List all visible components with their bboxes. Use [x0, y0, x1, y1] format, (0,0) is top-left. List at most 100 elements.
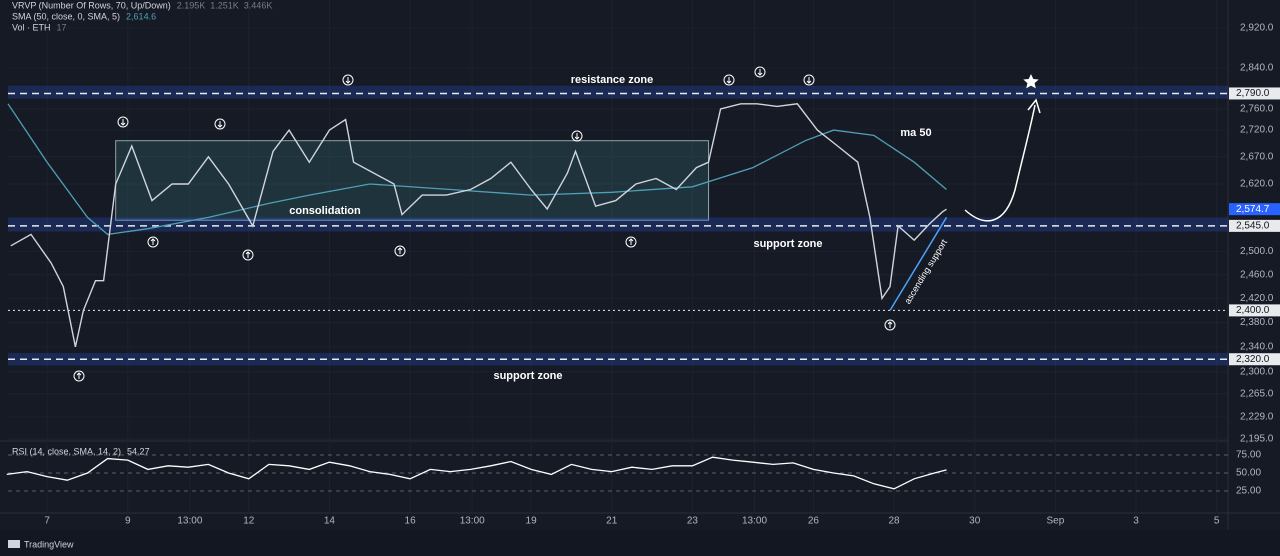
y-tick-label: 2,300.0 [1240, 366, 1274, 377]
x-tick-label: 13:00 [177, 516, 202, 527]
pivot-arrow [397, 247, 403, 254]
y-tick-label: 2,460.0 [1240, 269, 1274, 280]
y-tick-label: 2,920.0 [1240, 22, 1274, 33]
level-tag [1229, 353, 1280, 366]
pivot-marker [147, 236, 159, 248]
x-tick-label: 7 [44, 516, 50, 527]
y-tick-label: 2,340.0 [1240, 341, 1274, 352]
price-line [10, 103, 947, 348]
zone [8, 353, 1228, 366]
zone [115, 140, 710, 221]
pivot-arrow [120, 119, 126, 126]
x-tick-label: 3 [1133, 516, 1139, 527]
pivot-arrow [726, 77, 732, 84]
y-tick-label: 2,620.0 [1240, 179, 1274, 190]
pivot-marker [803, 74, 815, 86]
x-tick-label: 5 [1214, 516, 1220, 527]
pivot-marker [625, 236, 637, 248]
pivot-arrow [806, 77, 812, 84]
x-tick-label: 14 [324, 516, 336, 527]
last-price-tag [1229, 203, 1280, 216]
pivot-marker [571, 130, 583, 142]
legend-readout: 17 [57, 22, 67, 32]
y-tick-label: 2,840.0 [1240, 63, 1274, 74]
pivot-marker [117, 116, 129, 128]
level-label: 2,320.0 [1236, 354, 1270, 365]
pivot-marker [342, 74, 354, 86]
pivot-arrow [757, 69, 763, 76]
pivot-marker [754, 66, 766, 78]
x-tick-label: 21 [606, 516, 618, 527]
level-label: 2,790.0 [1236, 88, 1270, 99]
y-tick-label: 2,420.0 [1240, 293, 1274, 304]
rsi-line [6, 456, 947, 490]
level-tag [1229, 87, 1280, 100]
pivot-marker [73, 370, 85, 382]
x-tick-label: 12 [243, 516, 255, 527]
annotation: resistance zone [571, 74, 654, 86]
pivot-marker [394, 245, 406, 257]
pivot-marker [723, 74, 735, 86]
pivot-arrow [217, 121, 223, 128]
trendline [889, 217, 948, 311]
y-tick-label: 2,380.0 [1240, 317, 1274, 328]
ma-line [7, 103, 947, 236]
zone [8, 217, 1228, 232]
y-tick-label: 2,500.0 [1240, 246, 1274, 257]
y-tick-label: 2,760.0 [1240, 104, 1274, 115]
pivot-arrow [345, 77, 351, 84]
y-tick-label: 50.00 [1236, 468, 1261, 479]
pivot-arrow [887, 321, 893, 328]
annotation: support zone [493, 370, 562, 382]
pivot-marker [214, 118, 226, 130]
x-tick-label: Sep [1046, 516, 1064, 527]
price-pane: 2,920.0 2,840.0 2,760.0 2,720.0 2,670.0 2,620… [7, 0, 1280, 527]
y-tick-label: 2,229.0 [1240, 412, 1274, 423]
level-label: 2,400.0 [1236, 305, 1270, 316]
annotation: consolidation [289, 205, 361, 217]
legend-name: VRVP (Number Of Rows, 70, Up/Down) [12, 0, 171, 10]
footer-bar [0, 530, 1280, 556]
legend-readout: 2.195K [177, 0, 206, 10]
y-tick-label: 2,670.0 [1240, 151, 1274, 162]
legend-readout: 2,614.6 [126, 11, 156, 21]
pivot-marker [884, 319, 896, 331]
y-tick-label: 2,195.0 [1240, 434, 1274, 445]
pivot-arrow [574, 133, 580, 140]
y-tick-label: 2,265.0 [1240, 388, 1274, 399]
rsi-pane: 75.00 50.00 25.00 RSI (14, close, SMA, 14, … [6, 446, 1261, 497]
x-tick-label: 16 [405, 516, 417, 527]
legend-readout: 1.251K [210, 0, 239, 10]
pivot-arrow [628, 238, 634, 245]
y-tick-label: 2,720.0 [1240, 125, 1274, 136]
y-tick-label: 25.00 [1236, 486, 1261, 497]
legend-name: SMA (50, close, 0, SMA, 5) [12, 11, 120, 21]
level-label: 2,545.0 [1236, 221, 1270, 232]
brand-logo [8, 540, 20, 548]
x-tick-label: 19 [526, 516, 538, 527]
ma-label: ma 50 [900, 127, 931, 139]
projection-arrow [964, 104, 1036, 222]
x-tick-label: 28 [889, 516, 901, 527]
legend-readout: 3.446K [244, 0, 273, 10]
level-tag [1229, 219, 1280, 232]
pivot-arrow [150, 238, 156, 245]
x-tick-label: 13:00 [742, 516, 767, 527]
x-tick-label: 13:00 [460, 516, 485, 527]
annotation: support zone [753, 238, 822, 250]
brand: TradingView [24, 539, 74, 549]
x-tick-label: 9 [125, 516, 131, 527]
rsi-readout: 54.27 [127, 446, 150, 456]
legend-name: Vol · ETH [12, 22, 51, 32]
level-tag [1229, 304, 1280, 317]
x-tick-label: 26 [808, 516, 820, 527]
pivot-arrow [76, 372, 82, 379]
pivot-marker [242, 249, 254, 261]
pivot-arrow [245, 251, 251, 258]
zone [8, 85, 1228, 99]
last-price-label: 2,574.7 [1236, 204, 1270, 215]
rsi-title: RSI (14, close, SMA, 14, 2) [12, 446, 121, 456]
x-tick-label: 23 [687, 516, 699, 527]
